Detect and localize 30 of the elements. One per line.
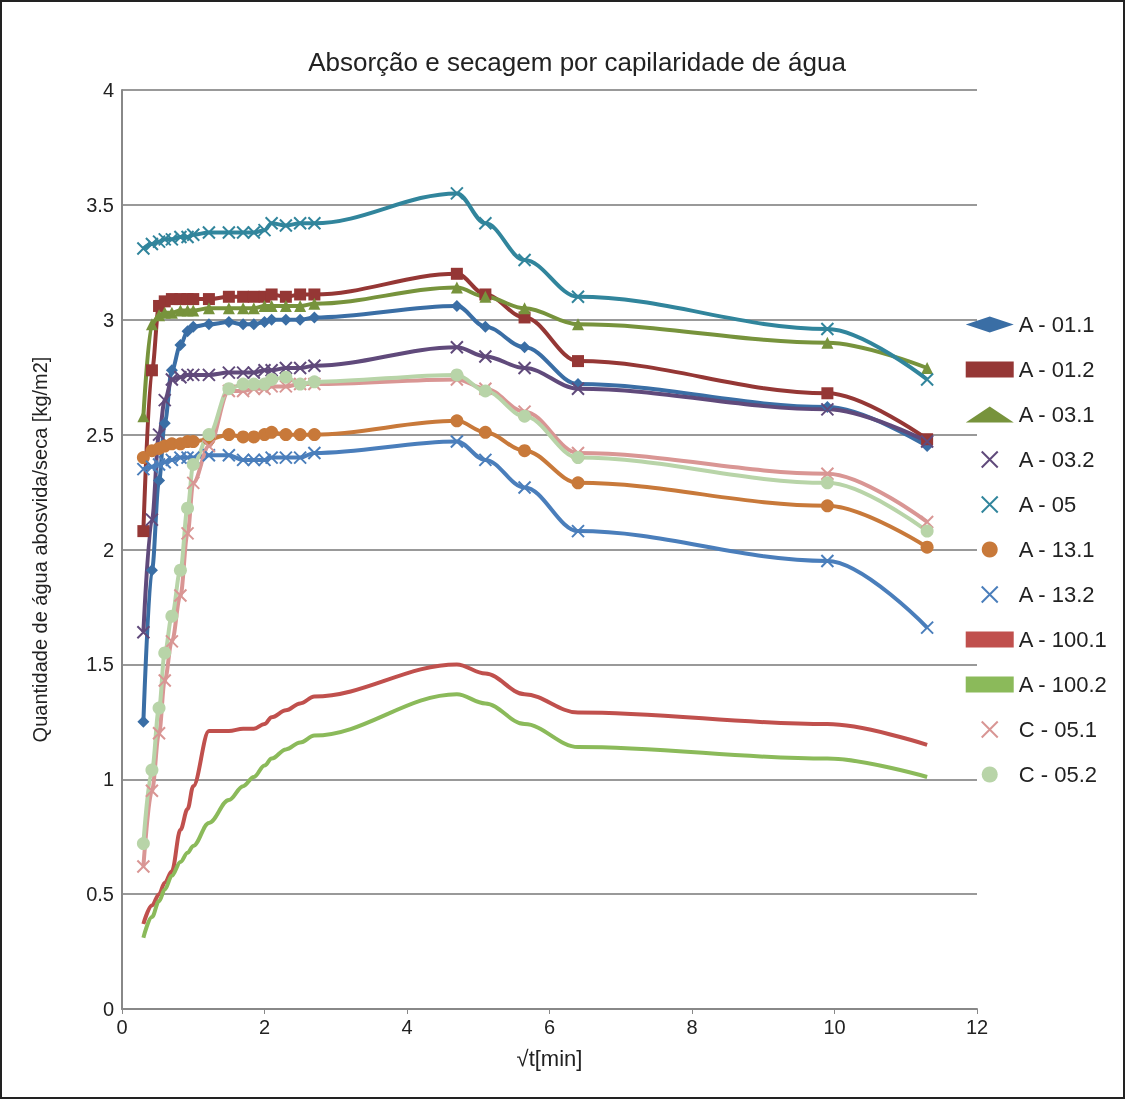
x-tick-label: 10 (823, 1016, 846, 1038)
x-axis-title: √t[min] (516, 1045, 583, 1071)
y-tick-label: 4 (102, 79, 114, 101)
y-tick-label: 2.5 (86, 423, 114, 446)
x-tick-label: 12 (965, 1016, 989, 1038)
legend-label: A - 100.2 (1018, 672, 1107, 697)
legend-label: A - 03.2 (1018, 447, 1095, 472)
legend-label: C - 05.1 (1018, 717, 1097, 742)
y-tick-label: 0 (102, 998, 114, 1020)
y-tick-label: 0.5 (86, 883, 114, 906)
y-axis-title: Quantidade de água abosvida/seca [kg/m2] (29, 356, 51, 743)
x-tick-label: 8 (686, 1016, 698, 1038)
x-tick-label: 0 (116, 1016, 128, 1038)
legend-label: C - 05.2 (1018, 762, 1097, 787)
legend-label: A - 13.1 (1018, 537, 1095, 562)
legend-label: A - 05 (1018, 492, 1077, 517)
y-tick-label: 1.5 (86, 653, 114, 676)
y-tick-label: 3 (102, 308, 114, 331)
chart-title: Absorção e secagem por capilaridade de água (308, 47, 847, 77)
legend-label: A - 100.1 (1018, 627, 1107, 652)
x-tick-label: 6 (543, 1016, 556, 1038)
legend-label: A - 03.1 (1018, 402, 1095, 427)
legend-label: A - 01.2 (1018, 357, 1095, 382)
legend-label: A - 13.2 (1018, 582, 1095, 607)
x-tick-label: 4 (401, 1016, 413, 1038)
y-tick-label: 1 (102, 768, 114, 791)
y-tick-label: 2 (102, 538, 114, 561)
legend-label: A - 01.1 (1018, 312, 1095, 337)
y-tick-label: 3.5 (86, 193, 114, 216)
x-tick-label: 2 (258, 1016, 271, 1038)
